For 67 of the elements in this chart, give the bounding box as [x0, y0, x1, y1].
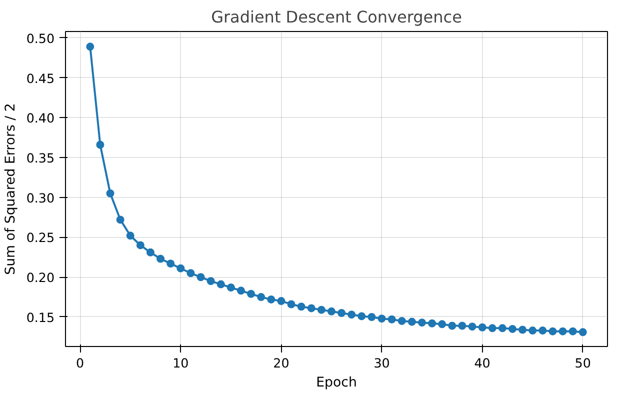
point — [458, 322, 466, 330]
x-tick-label: 0 — [76, 356, 84, 370]
point — [136, 241, 144, 250]
x-tick-label: 40 — [474, 356, 490, 370]
point — [86, 42, 94, 51]
point — [287, 300, 296, 308]
point — [398, 316, 406, 325]
point — [508, 324, 516, 333]
point — [226, 283, 235, 292]
x-tick-label: 50 — [574, 356, 591, 370]
point — [518, 326, 527, 334]
point — [438, 320, 446, 328]
point — [156, 254, 165, 263]
point — [126, 232, 134, 240]
chart-title: Gradient Descent Convergence — [211, 8, 462, 26]
point — [96, 140, 104, 149]
x-axis-title: Epoch — [316, 376, 357, 390]
point — [348, 310, 356, 319]
point — [106, 189, 114, 198]
point — [478, 323, 486, 332]
y-tick-label: 0.45 — [26, 70, 55, 86]
point — [267, 295, 276, 304]
x-tick-label: 20 — [273, 356, 290, 370]
y-tick-label: 0.50 — [26, 30, 55, 46]
point — [488, 324, 496, 332]
point — [418, 318, 426, 327]
point — [528, 326, 537, 335]
point — [166, 260, 175, 268]
point — [408, 318, 416, 326]
point — [186, 269, 195, 278]
point — [338, 309, 346, 317]
point — [548, 327, 557, 336]
point — [448, 322, 456, 330]
point — [568, 327, 577, 336]
point — [196, 273, 205, 282]
point — [277, 297, 286, 306]
point — [468, 322, 476, 331]
point — [558, 327, 567, 336]
point — [257, 293, 266, 302]
point — [498, 324, 506, 332]
point — [236, 286, 245, 295]
point — [428, 319, 436, 328]
x-tick-label: 30 — [374, 356, 390, 370]
point — [247, 290, 256, 298]
point — [176, 264, 185, 272]
point — [307, 304, 316, 312]
point — [578, 328, 587, 336]
point — [538, 326, 547, 335]
point — [206, 277, 215, 286]
point — [378, 314, 386, 323]
point — [116, 216, 124, 224]
x-tick-label: 10 — [172, 356, 189, 370]
point — [297, 302, 306, 311]
y-tick-label: 0.30 — [26, 190, 55, 206]
point — [358, 312, 366, 320]
y-tick-label: 0.40 — [26, 110, 55, 126]
point — [317, 306, 326, 314]
point — [388, 315, 396, 324]
y-tick-label: 0.15 — [26, 310, 55, 325]
point — [146, 248, 154, 256]
y-tick-label: 0.25 — [26, 230, 55, 246]
point — [368, 313, 376, 321]
point — [216, 280, 225, 288]
y-tick-label: 0.20 — [26, 270, 55, 286]
y-tick-label: 0.35 — [26, 150, 55, 166]
point — [327, 307, 336, 316]
y-axis-title: Sum of Squared Errors / 2 — [3, 103, 18, 275]
